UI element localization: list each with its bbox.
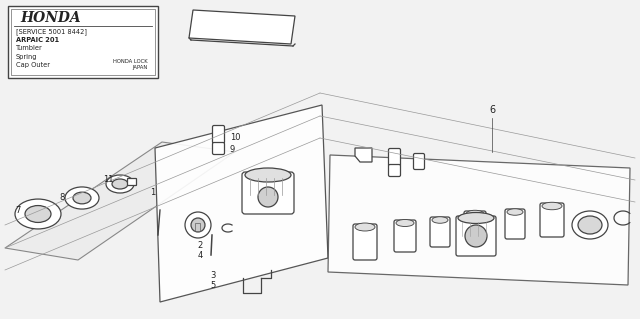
Text: 8: 8 [60, 193, 65, 202]
Ellipse shape [578, 216, 602, 234]
Ellipse shape [15, 199, 61, 229]
Text: 4: 4 [197, 251, 203, 260]
Ellipse shape [25, 205, 51, 222]
Bar [8, 6, 158, 78]
Text: Cap Outer: Cap Outer [16, 62, 50, 68]
Ellipse shape [458, 212, 494, 224]
FancyBboxPatch shape [212, 125, 225, 144]
Ellipse shape [466, 210, 484, 218]
Bar [195, 223, 200, 231]
FancyBboxPatch shape [456, 216, 496, 256]
Text: 11: 11 [103, 175, 113, 184]
Ellipse shape [112, 179, 128, 189]
Text: 10: 10 [230, 133, 241, 142]
Ellipse shape [507, 209, 523, 215]
Ellipse shape [245, 168, 291, 182]
Text: 5: 5 [211, 281, 216, 290]
Ellipse shape [355, 223, 375, 231]
Text: ARPAIC 201: ARPAIC 201 [16, 36, 59, 42]
Text: [SERVICE 5001 8442]: [SERVICE 5001 8442] [16, 28, 87, 35]
Polygon shape [328, 155, 630, 285]
Text: 1: 1 [150, 188, 156, 197]
Circle shape [258, 187, 278, 207]
Text: 2: 2 [197, 241, 203, 250]
FancyBboxPatch shape [413, 153, 424, 169]
Circle shape [185, 212, 211, 238]
Text: 6: 6 [489, 105, 495, 115]
FancyBboxPatch shape [394, 220, 416, 252]
FancyBboxPatch shape [388, 149, 401, 167]
Polygon shape [155, 105, 328, 302]
Ellipse shape [572, 211, 608, 239]
FancyBboxPatch shape [464, 211, 486, 245]
Polygon shape [189, 10, 295, 44]
FancyBboxPatch shape [242, 172, 294, 214]
Ellipse shape [542, 202, 562, 210]
Polygon shape [355, 148, 372, 162]
Ellipse shape [73, 192, 91, 204]
FancyBboxPatch shape [430, 217, 450, 247]
FancyBboxPatch shape [388, 165, 401, 176]
Bar [11, 9, 155, 75]
Text: 9: 9 [230, 145, 236, 154]
FancyBboxPatch shape [212, 143, 225, 154]
FancyBboxPatch shape [505, 209, 525, 239]
Text: HONDA: HONDA [20, 11, 81, 25]
Circle shape [191, 218, 205, 232]
FancyBboxPatch shape [353, 224, 377, 260]
Ellipse shape [432, 217, 448, 223]
Text: 7: 7 [15, 206, 20, 215]
Ellipse shape [65, 187, 99, 209]
Text: Tumbler: Tumbler [16, 45, 43, 51]
Circle shape [465, 225, 487, 247]
FancyBboxPatch shape [127, 179, 136, 186]
FancyBboxPatch shape [540, 203, 564, 237]
Text: HONDA LOCK
JAPAN: HONDA LOCK JAPAN [113, 59, 148, 70]
Polygon shape [5, 142, 235, 260]
Text: 3: 3 [211, 271, 216, 280]
Ellipse shape [106, 175, 134, 193]
Ellipse shape [396, 219, 414, 226]
Text: Spring: Spring [16, 54, 38, 60]
